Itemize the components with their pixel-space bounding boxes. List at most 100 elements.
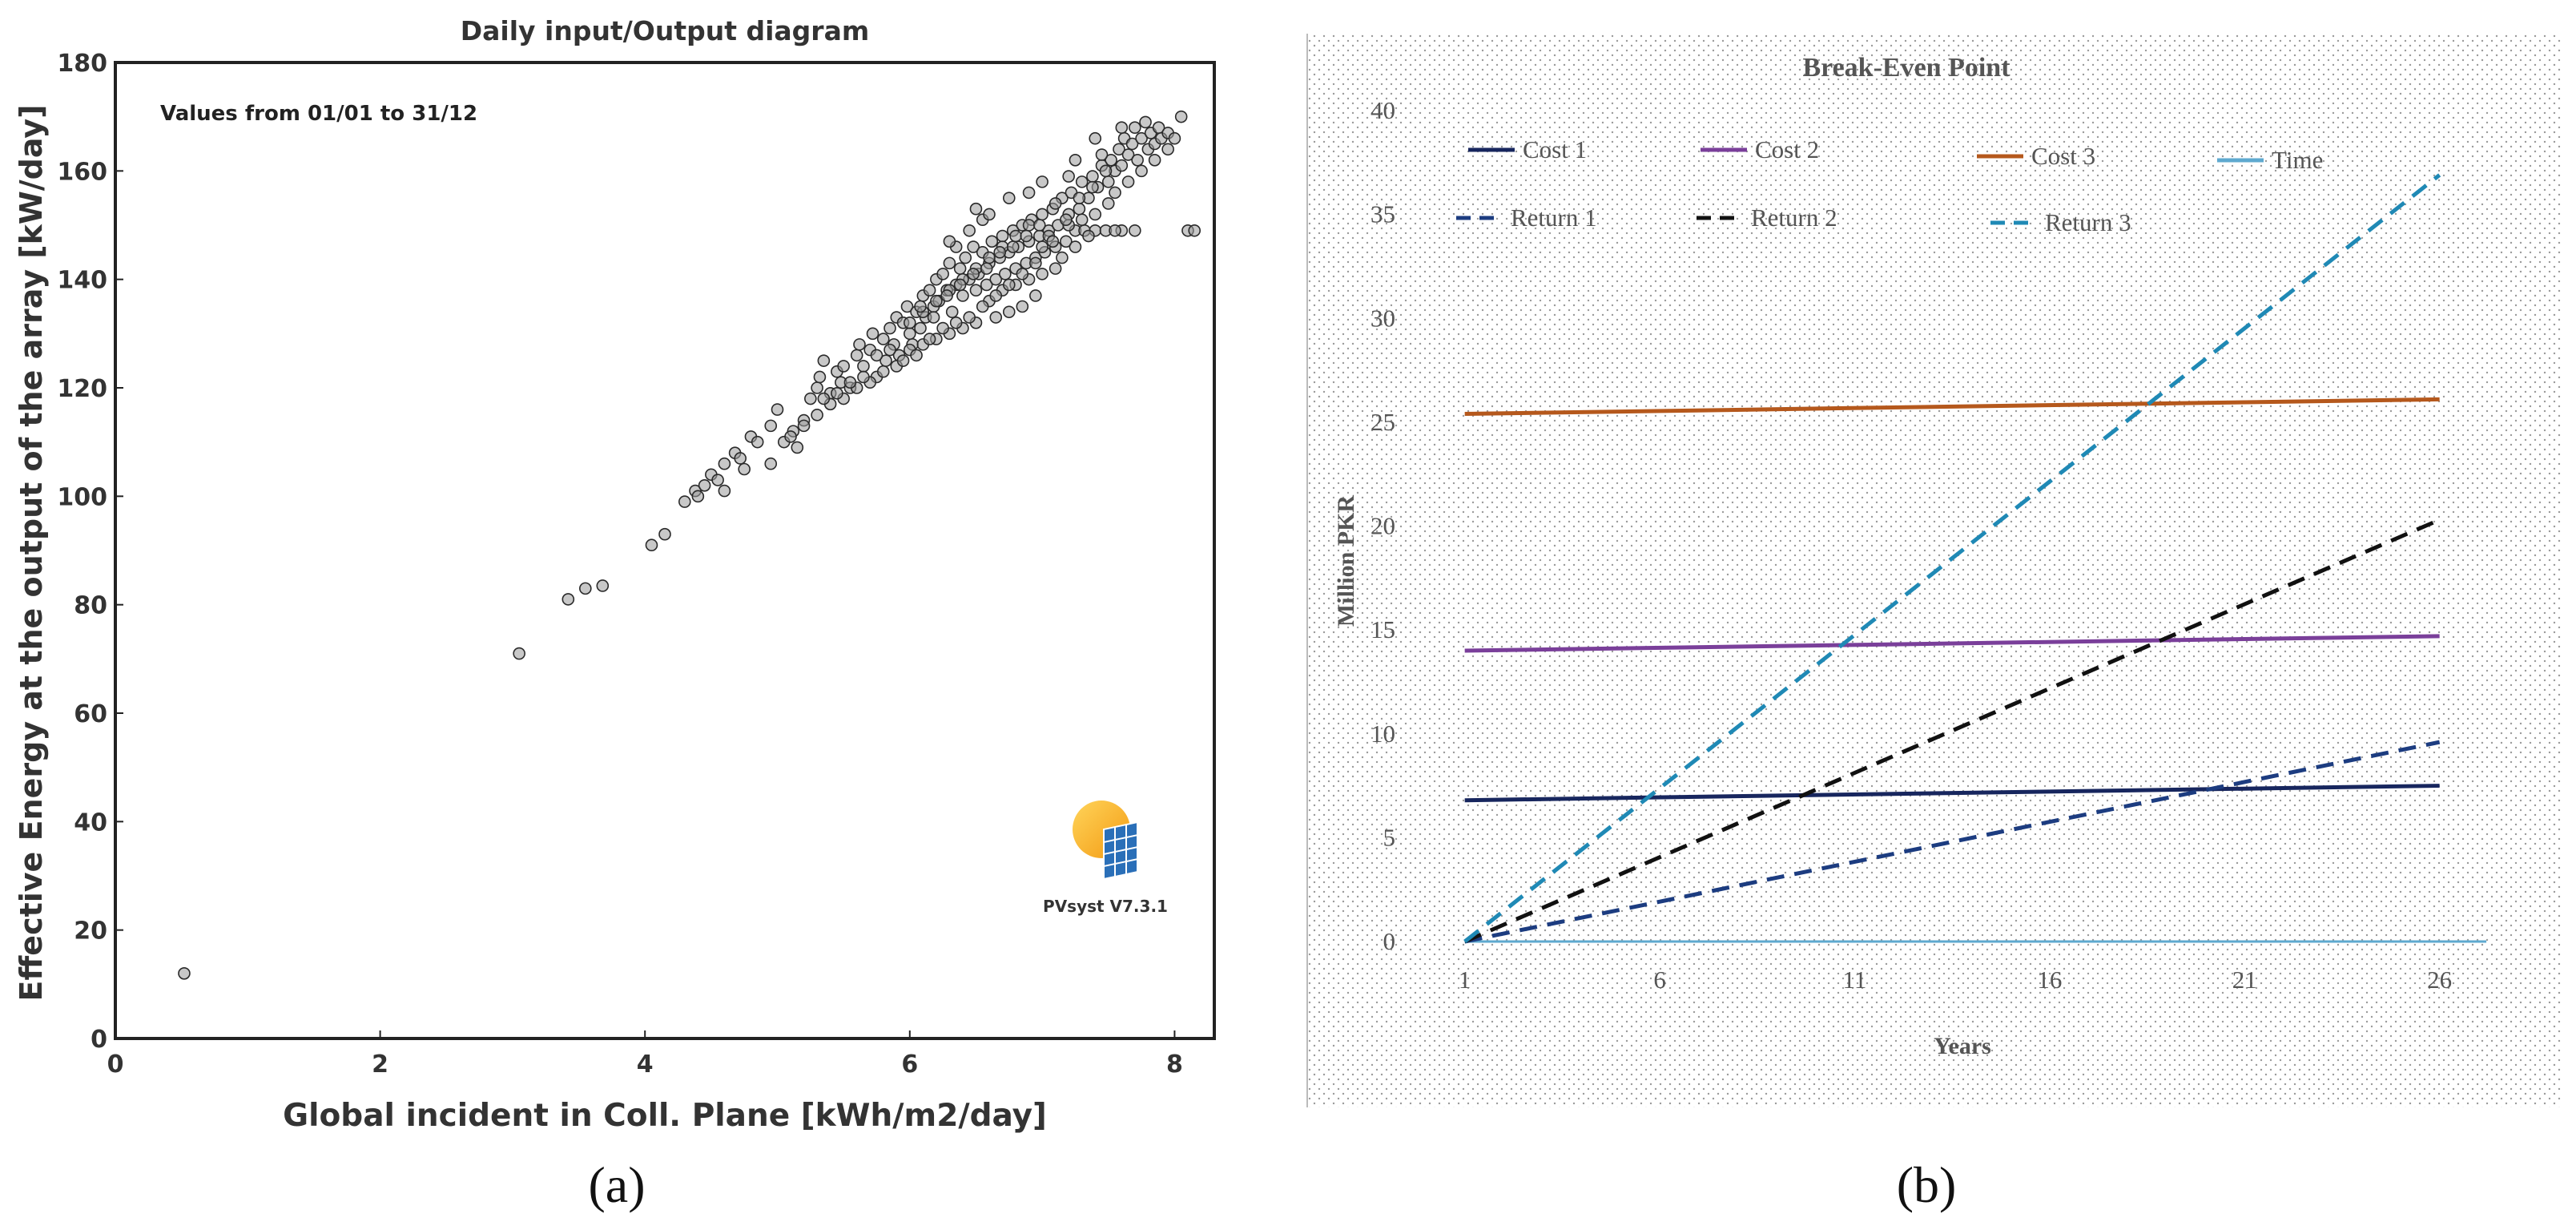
x-tick-label: 26 [2427,966,2452,994]
legend-label: Return 1 [1511,204,1597,232]
y-axis-ticks: 0 5 10 15 20 25 30 35 40 [1371,96,1395,955]
data-point [817,354,831,367]
x-tick-label: 4 [637,1051,654,1079]
data-point [969,284,983,297]
data-point [993,246,1007,259]
series-line-return-1 [1464,740,2441,944]
data-point [850,349,863,362]
y-tick-label: 35 [1371,200,1395,228]
logo-text: PVsyst V7.3.1 [1043,897,1168,916]
data-point [738,462,751,476]
x-tick-label: 0 [107,1051,124,1079]
legend-item: Return 3 [1990,208,2131,236]
y-tick-label: 180 [57,50,107,78]
series-line-cost-2 [1464,634,2440,653]
data-point [1029,289,1042,302]
legend-label: Cost 1 [1523,135,1587,163]
data-point [1161,143,1174,156]
data-point [910,349,923,362]
data-point [804,392,817,405]
data-point [698,478,711,492]
data-point [853,338,866,351]
legend-item: Return 2 [1697,204,1837,232]
data-point [1036,240,1049,253]
data-point [989,311,1003,324]
y-tick-label: 120 [57,375,107,403]
data-point [1174,110,1188,123]
data-point [1168,131,1181,145]
data-point [1115,121,1129,134]
data-point [914,321,927,335]
y-tick-label: 40 [74,809,107,837]
data-point [1075,175,1089,188]
data-point [1036,208,1049,221]
x-axis-label: Years [1934,1033,1991,1059]
data-point [1139,115,1152,129]
y-tick-label: 80 [74,592,107,620]
data-point [1049,262,1062,275]
data-point [1101,197,1115,210]
data-point [1095,148,1109,161]
data-point [1131,154,1144,167]
scatter-points [178,110,1201,980]
x-tick-label: 21 [2232,966,2257,994]
data-point [1062,170,1075,183]
data-point [784,430,797,443]
y-axis-label: Effective Energy at the output of the ar… [14,105,49,1002]
solar-panel-icon [1103,821,1138,881]
data-point [963,224,976,237]
data-point [953,262,967,275]
data-point [1009,229,1022,243]
data-point [811,381,823,394]
y-tick-label: 0 [1383,927,1396,955]
data-point [904,316,916,329]
data-point [1075,213,1089,227]
data-point [857,360,870,373]
data-point [969,202,983,216]
x-tick-label: 16 [2037,966,2062,994]
legend-item: Cost 3 [1977,142,2095,170]
data-point [1069,240,1082,253]
data-point [1129,224,1141,237]
data-point [596,579,610,592]
y-tick-label: 100 [57,483,107,511]
data-point [1069,154,1082,167]
data-point [1036,175,1049,188]
data-point [1020,229,1033,243]
data-point [1033,219,1046,232]
data-point [989,289,1003,302]
data-point [940,289,953,302]
x-tick-label: 8 [1166,1051,1183,1079]
y-tick-label: 160 [57,158,107,186]
y-tick-label: 140 [57,267,107,295]
data-point [876,365,890,378]
data-point [1086,180,1099,194]
data-point [837,360,850,373]
data-point [1135,164,1148,178]
data-point [1006,240,1020,253]
data-point [1073,192,1086,204]
data-point [943,235,956,248]
data-point [923,284,936,297]
data-point [1082,229,1095,243]
data-point [983,251,996,264]
data-point [999,268,1012,280]
data-point [711,474,724,486]
data-point [1121,148,1135,161]
y-tick-label: 20 [74,917,107,946]
data-point [579,582,592,595]
data-point [764,457,778,470]
data-point [797,419,811,433]
panel-caption-a: (a) [588,1156,645,1213]
data-point [813,370,827,384]
data-point [1089,131,1102,145]
y-axis-label: Million PKR [1333,495,1359,627]
data-point [178,967,191,980]
data-point [959,251,972,264]
data-point [1099,164,1113,178]
data-point [561,593,575,606]
data-point [1002,192,1016,204]
data-point [876,333,890,345]
x-tick-label: 1 [1459,966,1471,994]
